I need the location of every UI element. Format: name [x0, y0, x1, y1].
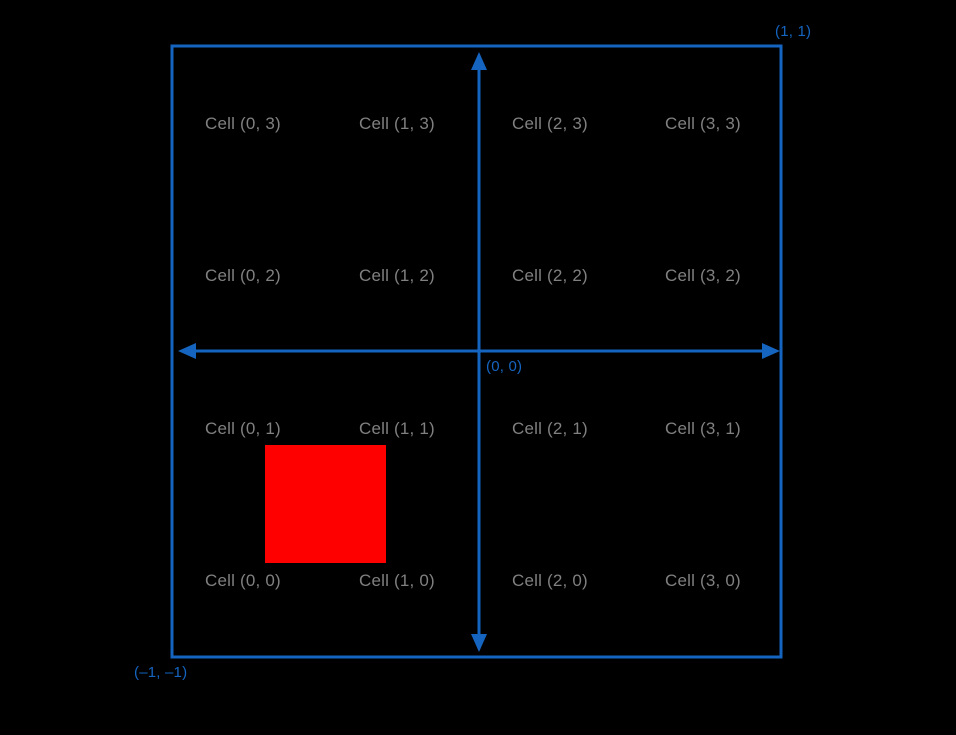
cell-label-0-1: Cell (0, 1) [205, 419, 281, 438]
cell-label-3-1: Cell (3, 1) [665, 419, 741, 438]
cell-label-3-3: Cell (3, 3) [665, 114, 741, 133]
cell-label-1-1: Cell (1, 1) [359, 419, 435, 438]
cell-label-1-2: Cell (1, 2) [359, 266, 435, 285]
cell-label-2-3: Cell (2, 3) [512, 114, 588, 133]
horizontal-axis-right-arrow-icon [762, 343, 780, 359]
vertical-axis-up-arrow-icon [471, 52, 487, 70]
coord-label-top-right: (1, 1) [775, 23, 812, 40]
cell-label-3-2: Cell (3, 2) [665, 266, 741, 285]
vertical-axis-down-arrow-icon [471, 634, 487, 652]
horizontal-axis-left-arrow-icon [178, 343, 196, 359]
cell-label-1-3: Cell (1, 3) [359, 114, 435, 133]
cell-label-3-0: Cell (3, 0) [665, 571, 741, 590]
red-quad [265, 445, 386, 563]
cell-label-0-2: Cell (0, 2) [205, 266, 281, 285]
cell-label-2-2: Cell (2, 2) [512, 266, 588, 285]
cell-label-2-1: Cell (2, 1) [512, 419, 588, 438]
coord-label-bottom-left: (–1, –1) [134, 664, 188, 681]
cell-label-0-0: Cell (0, 0) [205, 571, 281, 590]
cell-label-1-0: Cell (1, 0) [359, 571, 435, 590]
clip-space-boundary [170, 44, 783, 659]
cell-label-2-0: Cell (2, 0) [512, 571, 588, 590]
cell-label-0-3: Cell (0, 3) [205, 114, 281, 133]
coord-label-origin: (0, 0) [486, 358, 523, 375]
